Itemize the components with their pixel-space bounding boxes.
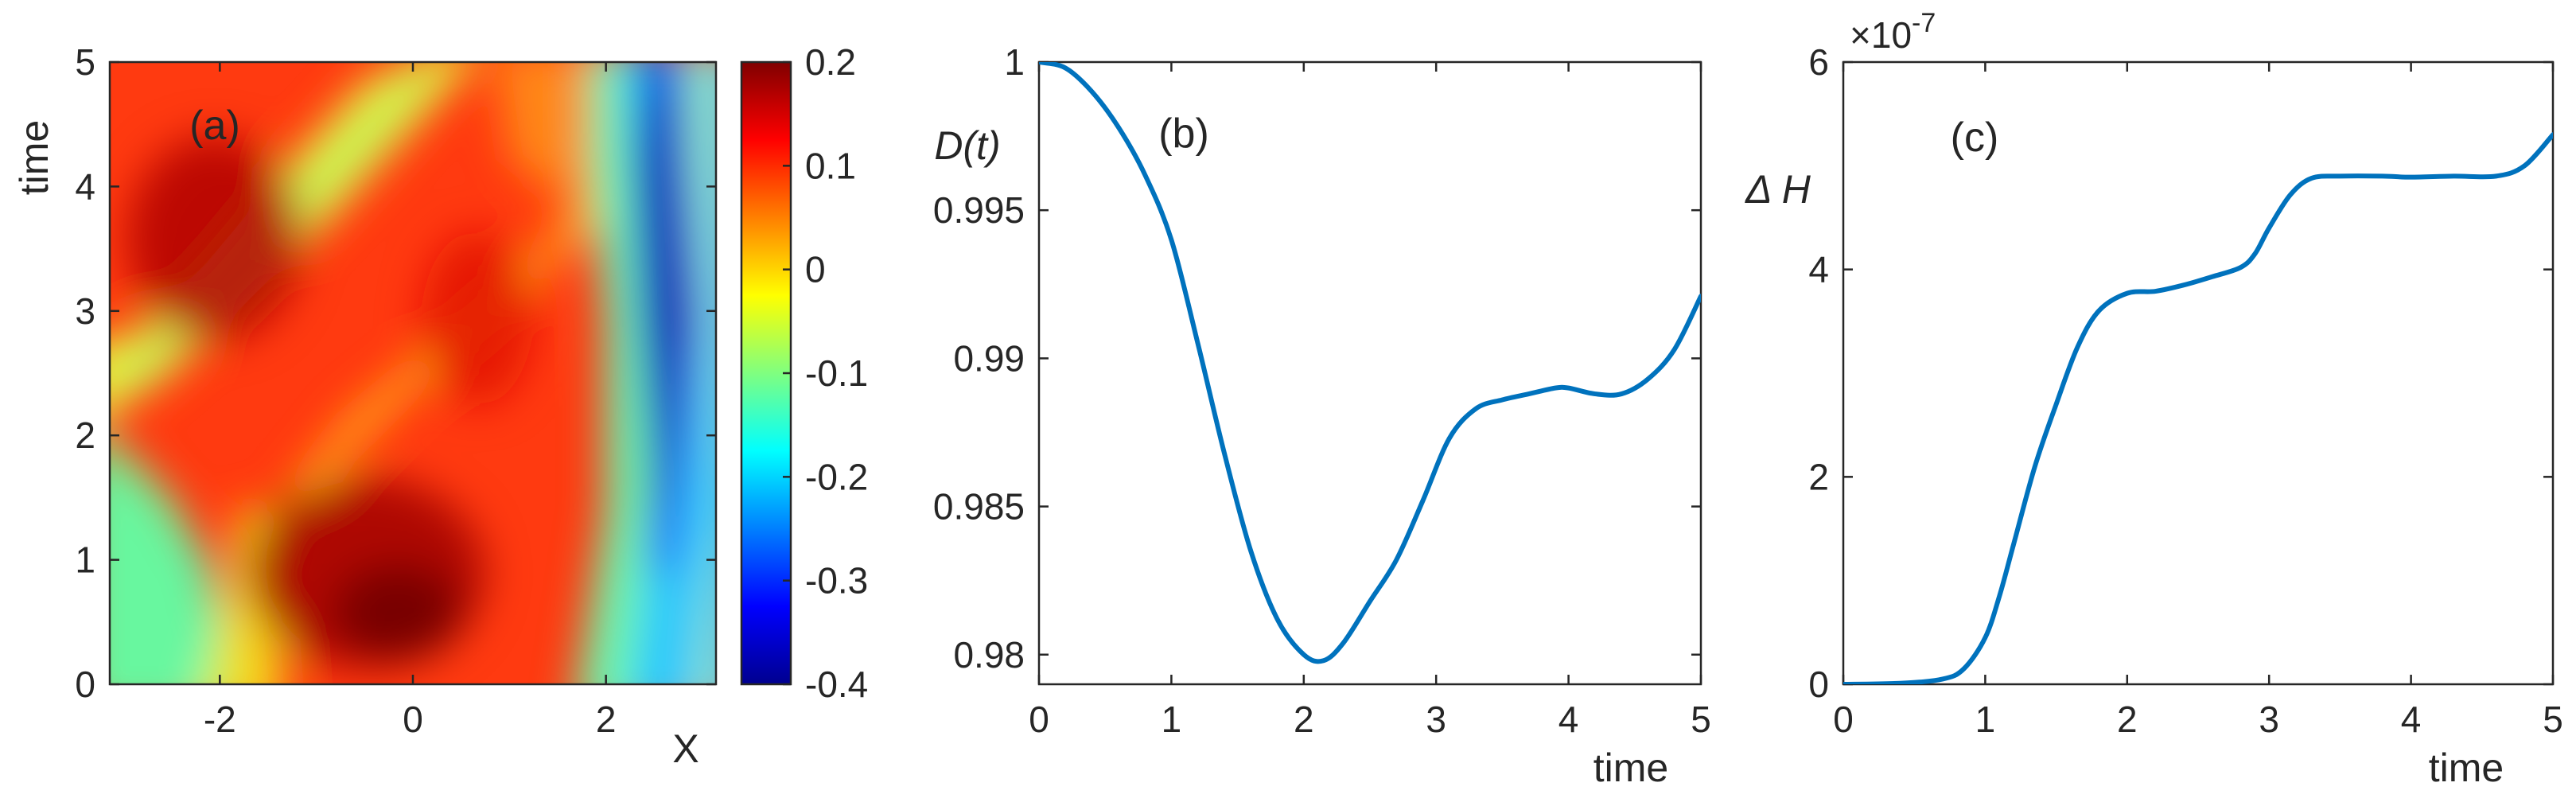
panel-label-b: (b) xyxy=(1158,111,1209,157)
panel-c: 0 1 2 3 4 5 0 2 4 6 Δ H time (c) ×10-7 xyxy=(1745,8,2563,790)
heatmap-field xyxy=(110,62,716,684)
y-tick-label: 2 xyxy=(75,415,95,456)
y-tick-label: 0.98 xyxy=(953,634,1025,676)
y-tick-label: 0 xyxy=(75,664,95,705)
colorbar-tick-label: -0.2 xyxy=(805,456,868,497)
x-tick-label: 2 xyxy=(596,699,617,740)
panel-label-a: (a) xyxy=(189,103,240,149)
panel-a: -2 0 2 0 1 2 3 4 5 time X (a) 0.2 0.1 0 -0.1 -0.2 -0.… xyxy=(12,41,868,771)
x-tick-label: 1 xyxy=(1975,699,1996,740)
y-tick-label: 1 xyxy=(75,539,95,581)
panel-b-axes-box xyxy=(1037,60,1702,686)
colorbar-ticks: 0.2 0.1 0 -0.1 -0.2 -0.3 -0.4 xyxy=(783,41,868,705)
y-tick-label: 3 xyxy=(75,290,95,332)
panel-b: 0 1 2 3 4 5 0.98 0.985 0.99 0.995 1 D(t) time (b) xyxy=(933,41,1711,790)
panel-c-series-line xyxy=(1843,132,2553,684)
panel-label-c: (c) xyxy=(1951,115,1999,161)
colorbar-tick-label: 0 xyxy=(805,249,826,290)
x-tick-label: 2 xyxy=(2117,699,2138,740)
x-tick-label: 5 xyxy=(1691,699,1711,740)
heatmap-ylabel: time xyxy=(12,120,56,195)
x-tick-label: 0 xyxy=(1029,699,1049,740)
y-tick-label: 4 xyxy=(1808,249,1829,290)
x-tick-label: 0 xyxy=(403,699,423,740)
panel-c-axes-box xyxy=(1842,60,2555,686)
x-tick-label: 3 xyxy=(2259,699,2279,740)
colorbar-tick-label: 0.1 xyxy=(805,145,856,186)
panel-b-xlabel: time xyxy=(1593,746,1668,790)
heatmap-ticks: -2 0 2 0 1 2 3 4 5 xyxy=(75,41,716,740)
colorbar-tick-label: -0.3 xyxy=(805,560,868,602)
heatmap-xlabel: X xyxy=(672,726,698,771)
colorbar xyxy=(741,62,791,684)
y-tick-label: 2 xyxy=(1808,456,1829,497)
y-tick-label: 0.99 xyxy=(953,337,1025,379)
panel-c-exponent: ×10-7 xyxy=(1850,8,1936,56)
x-tick-label: 3 xyxy=(1426,699,1446,740)
y-tick-label: 5 xyxy=(75,41,95,83)
x-tick-label: 0 xyxy=(1833,699,1854,740)
y-tick-label: 4 xyxy=(75,165,95,207)
colorbar-tick-label: 0.2 xyxy=(805,41,856,83)
x-tick-label: 5 xyxy=(2543,699,2563,740)
y-tick-label: 0.985 xyxy=(933,486,1025,528)
colorbar-tick-label: -0.1 xyxy=(805,352,868,394)
y-tick-label: 0 xyxy=(1808,664,1829,705)
panel-b-series-line xyxy=(1039,62,1701,664)
x-tick-label: 4 xyxy=(1558,699,1579,740)
y-tick-label: 0.995 xyxy=(933,189,1025,231)
y-tick-label: 1 xyxy=(1004,41,1025,83)
panel-b-ylabel: D(t) xyxy=(934,123,1000,168)
x-tick-label: 2 xyxy=(1294,699,1314,740)
x-tick-label: 1 xyxy=(1162,699,1182,740)
y-tick-label: 6 xyxy=(1808,41,1829,83)
panel-c-ylabel: Δ H xyxy=(1745,167,1811,212)
panel-c-xlabel: time xyxy=(2429,746,2504,790)
panel-c-ticks: 0 1 2 3 4 5 0 2 4 6 xyxy=(1808,41,2562,740)
x-tick-label: -2 xyxy=(204,699,236,740)
colorbar-tick-label: -0.4 xyxy=(805,664,868,705)
panel-b-ticks: 0 1 2 3 4 5 0.98 0.985 0.99 0.995 1 xyxy=(933,41,1711,740)
x-tick-label: 4 xyxy=(2401,699,2422,740)
